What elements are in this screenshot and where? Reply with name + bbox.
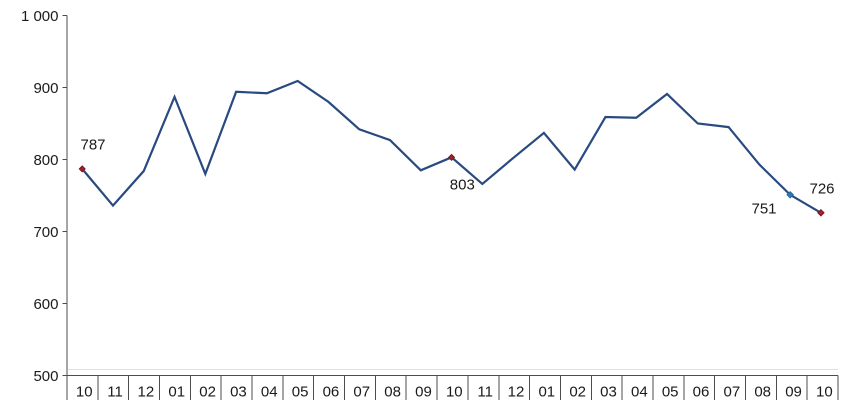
svg-text:04: 04 <box>631 383 648 400</box>
svg-text:500: 500 <box>33 368 58 385</box>
svg-text:06: 06 <box>323 383 340 400</box>
svg-text:10: 10 <box>816 383 833 400</box>
svg-text:09: 09 <box>785 383 802 400</box>
svg-text:08: 08 <box>754 383 771 400</box>
svg-text:02: 02 <box>199 383 216 400</box>
svg-text:05: 05 <box>292 383 309 400</box>
svg-text:01: 01 <box>538 383 555 400</box>
svg-text:803: 803 <box>450 176 475 193</box>
svg-text:751: 751 <box>751 200 776 217</box>
svg-text:700: 700 <box>33 224 58 241</box>
svg-text:10: 10 <box>76 383 93 400</box>
svg-text:12: 12 <box>508 383 525 400</box>
svg-text:05: 05 <box>662 383 679 400</box>
svg-text:900: 900 <box>33 80 58 97</box>
svg-text:12: 12 <box>138 383 155 400</box>
svg-text:08: 08 <box>384 383 401 400</box>
svg-text:03: 03 <box>600 383 617 400</box>
svg-text:04: 04 <box>261 383 278 400</box>
svg-text:787: 787 <box>80 136 105 153</box>
svg-text:11: 11 <box>477 383 493 400</box>
svg-text:800: 800 <box>33 152 58 169</box>
svg-text:11: 11 <box>107 383 123 400</box>
svg-text:01: 01 <box>168 383 185 400</box>
svg-text:02: 02 <box>569 383 586 400</box>
svg-text:07: 07 <box>353 383 370 400</box>
svg-text:03: 03 <box>230 383 247 400</box>
svg-text:06: 06 <box>693 383 710 400</box>
svg-text:10: 10 <box>446 383 463 400</box>
svg-text:726: 726 <box>809 180 834 197</box>
svg-text:07: 07 <box>724 383 741 400</box>
svg-text:09: 09 <box>415 383 432 400</box>
svg-text:1 000: 1 000 <box>21 8 59 25</box>
svg-text:600: 600 <box>33 296 58 313</box>
